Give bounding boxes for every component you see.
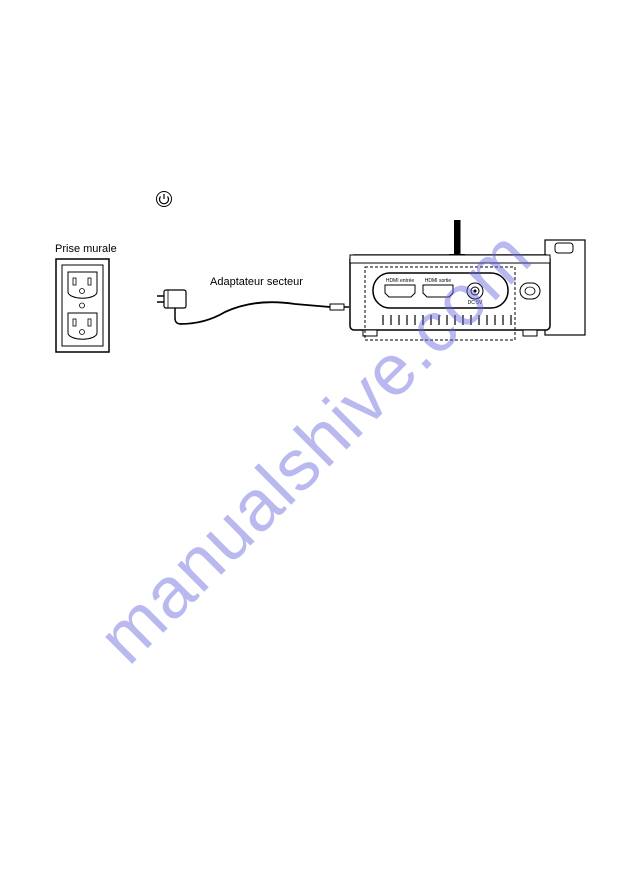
hdmi-out-label: HDMI sortie bbox=[425, 278, 452, 284]
adapter-label: Adaptateur secteur bbox=[210, 276, 303, 288]
connection-diagram: Prise murale Adaptateur secteur bbox=[55, 190, 585, 390]
power-icon bbox=[155, 190, 173, 213]
outlet-label: Prise murale bbox=[55, 243, 117, 255]
device-back-panel: HDMI entrée HDMI sortie DC 5V bbox=[345, 235, 595, 360]
dc-label: DC 5V bbox=[468, 300, 483, 306]
hdmi-in-label: HDMI entrée bbox=[386, 278, 415, 284]
power-cable bbox=[175, 300, 350, 335]
wall-outlet bbox=[55, 258, 110, 358]
